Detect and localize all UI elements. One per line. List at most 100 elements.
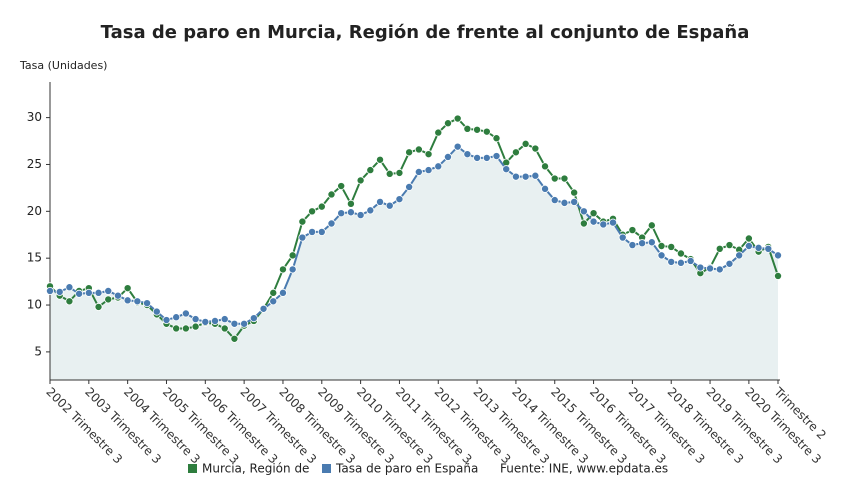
data-point <box>424 150 433 159</box>
data-point <box>317 227 326 236</box>
data-point <box>628 241 637 250</box>
data-point <box>686 256 695 265</box>
data-point <box>240 319 249 328</box>
data-point <box>715 265 724 274</box>
data-point <box>376 197 385 206</box>
data-point <box>46 286 55 295</box>
data-point <box>269 288 278 297</box>
data-point <box>405 182 414 191</box>
y-tick-label: 15 <box>27 251 42 265</box>
x-tick-label: 2002 Trimestre 3 <box>43 385 125 467</box>
data-point <box>599 220 608 229</box>
data-point <box>113 291 122 300</box>
series-line <box>49 117 779 341</box>
y-axis-label: Tasa (Unidades) <box>19 59 107 72</box>
data-point <box>443 119 452 128</box>
y-tick-label: 20 <box>27 204 42 218</box>
area <box>50 146 778 380</box>
data-point <box>676 249 685 258</box>
data-point <box>550 174 559 183</box>
data-point <box>337 209 346 218</box>
data-point <box>191 315 200 324</box>
data-point <box>133 297 142 306</box>
data-point <box>754 243 763 252</box>
legend-swatch <box>322 464 331 473</box>
data-point <box>667 257 676 266</box>
data-point <box>298 233 307 242</box>
data-point <box>560 198 569 207</box>
data-point <box>385 201 394 210</box>
data-point <box>230 334 239 343</box>
data-point <box>434 128 443 137</box>
data-point <box>725 241 734 250</box>
data-point <box>327 190 336 199</box>
data-point <box>560 174 569 183</box>
data-point <box>589 217 598 226</box>
data-point <box>278 265 287 274</box>
data-point <box>220 315 229 324</box>
y-tick-label: 30 <box>27 110 42 124</box>
data-point <box>143 299 152 308</box>
data-point <box>356 176 365 185</box>
data-point <box>211 316 220 325</box>
data-point <box>667 242 676 251</box>
data-point <box>152 307 161 316</box>
data-point <box>744 234 753 243</box>
data-point <box>123 284 132 293</box>
data-point <box>75 289 84 298</box>
data-point <box>201 317 210 326</box>
data-point <box>492 152 501 161</box>
data-point <box>123 296 132 305</box>
data-point <box>521 139 530 148</box>
data-point <box>638 239 647 248</box>
data-point <box>463 150 472 159</box>
data-point <box>579 207 588 216</box>
data-point <box>443 152 452 161</box>
series-line <box>49 145 779 325</box>
data-point <box>657 251 666 260</box>
data-point <box>706 264 715 273</box>
data-point <box>774 251 783 260</box>
data-point <box>376 155 385 164</box>
data-point <box>463 124 472 133</box>
data-point <box>473 125 482 134</box>
y-tick-label: 5 <box>34 344 42 358</box>
data-point <box>191 322 200 331</box>
data-point <box>395 168 404 177</box>
data-point <box>385 169 394 178</box>
data-point <box>579 219 588 228</box>
data-point <box>511 148 520 157</box>
data-point <box>492 134 501 143</box>
data-point <box>65 297 74 306</box>
data-point <box>774 271 783 280</box>
data-point <box>541 162 550 171</box>
source: Fuente: INE, www.epdata.es <box>500 462 668 476</box>
data-point <box>589 209 598 218</box>
y-tick-label: 10 <box>27 298 42 312</box>
data-point <box>482 153 491 162</box>
data-point <box>647 221 656 230</box>
data-point <box>288 265 297 274</box>
data-point <box>94 288 103 297</box>
data-point <box>346 199 355 208</box>
data-point <box>715 244 724 253</box>
data-point <box>84 288 93 297</box>
data-point <box>696 263 705 272</box>
data-point <box>337 182 346 191</box>
data-point <box>269 297 278 306</box>
data-point <box>541 184 550 193</box>
data-point <box>482 127 491 136</box>
data-point <box>502 165 511 174</box>
data-point <box>317 202 326 211</box>
data-point <box>220 324 229 333</box>
data-point <box>366 166 375 175</box>
data-point <box>308 207 317 216</box>
data-point <box>424 166 433 175</box>
data-point <box>104 295 113 304</box>
data-point <box>278 288 287 297</box>
data-point <box>657 241 666 250</box>
data-point <box>550 196 559 205</box>
data-point <box>725 259 734 268</box>
data-point <box>647 238 656 247</box>
